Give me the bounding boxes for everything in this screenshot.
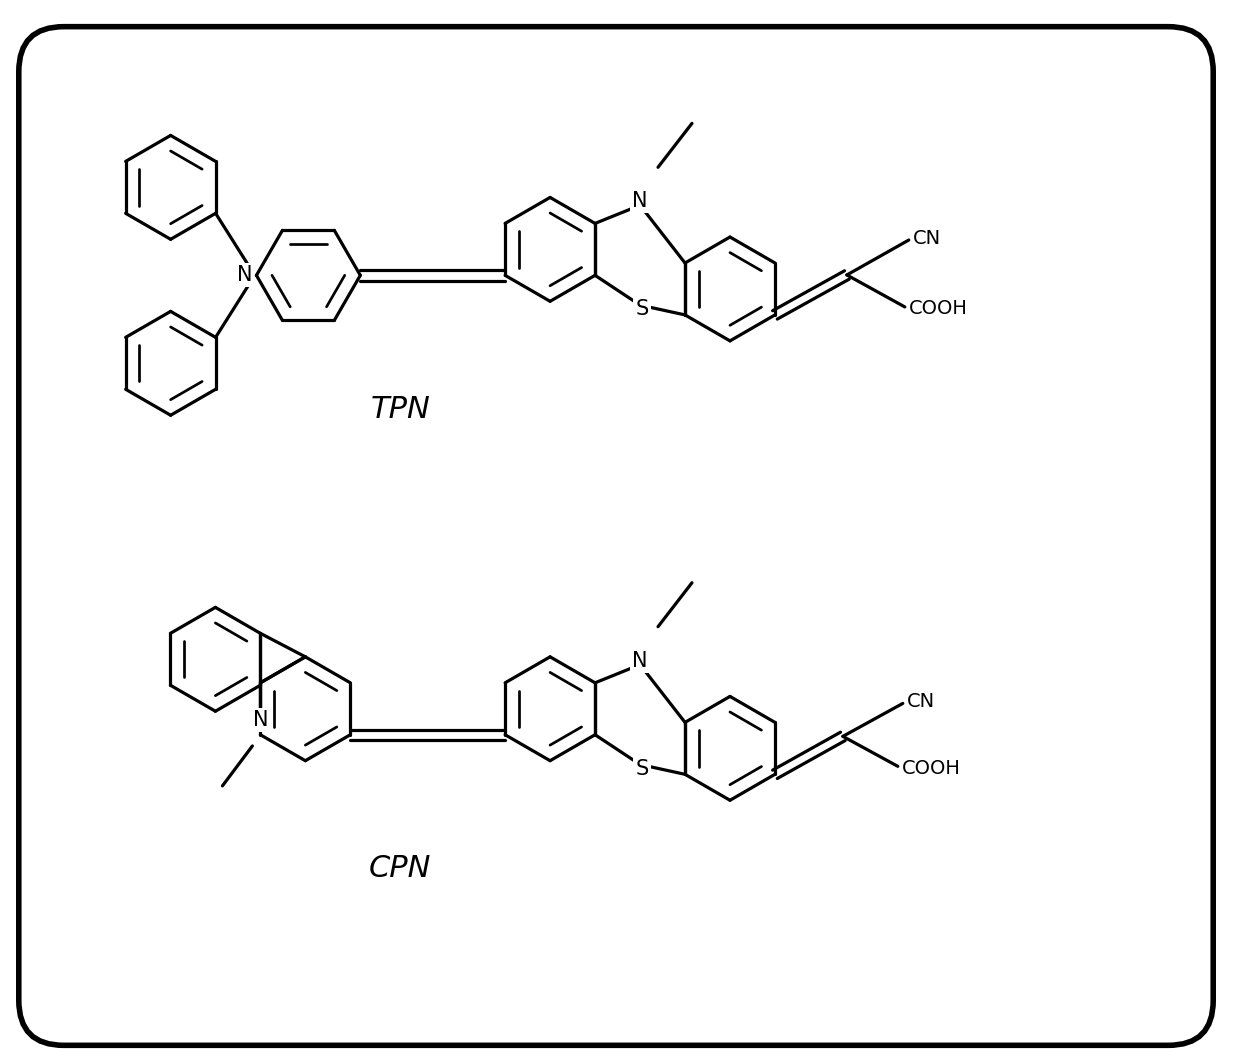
Text: CN: CN: [906, 692, 935, 711]
Text: S: S: [635, 299, 649, 319]
Text: N: N: [237, 265, 252, 285]
Text: COOH: COOH: [901, 759, 961, 778]
Text: COOH: COOH: [909, 299, 967, 318]
Text: N: N: [632, 651, 647, 670]
Text: N: N: [632, 192, 647, 212]
Text: S: S: [635, 759, 649, 779]
Text: N: N: [253, 710, 268, 730]
Text: CN: CN: [913, 229, 941, 248]
Text: CPN: CPN: [370, 854, 432, 883]
Text: TPN: TPN: [371, 395, 430, 423]
